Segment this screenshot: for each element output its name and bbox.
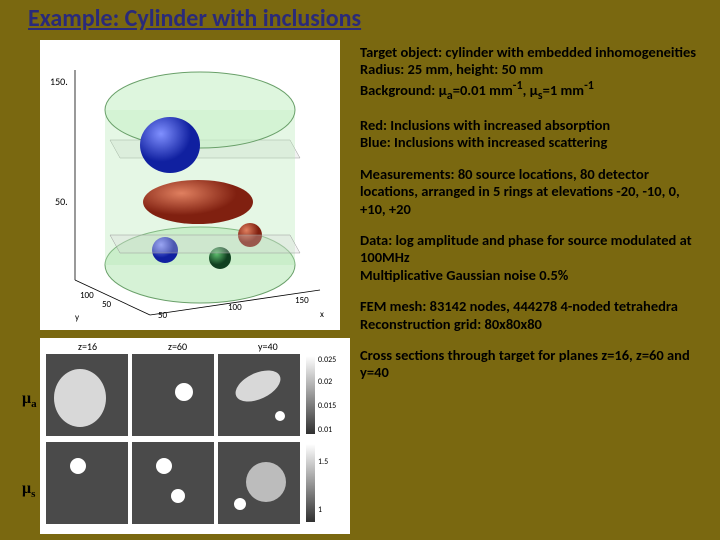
para-crosssection: Cross sections through target for planes… — [360, 347, 708, 382]
svg-text:0.025: 0.025 — [318, 355, 336, 365]
figure-cross-sections: z=16 z=60 y=40 0.025 0.02 0.015 0.01 — [40, 338, 350, 534]
svg-text:y: y — [75, 312, 80, 323]
sphere-blue-large — [140, 117, 200, 173]
panel-row-ma: 0.025 0.02 0.015 0.01 — [46, 354, 336, 436]
sphere-red-ellipse — [143, 180, 253, 224]
mu-a-label: μa — [22, 390, 37, 410]
target-line3: Background: μa=0.01 mm-1, μs=1 mm-1 — [360, 81, 594, 99]
svg-text:100: 100 — [228, 302, 242, 313]
para-fem: FEM mesh: 83142 nodes, 444278 4-noded te… — [360, 298, 708, 333]
description-text: Target object: cylinder with embedded in… — [360, 44, 708, 396]
para-data: Data: log amplitude and phase for source… — [360, 232, 708, 284]
mu-s-label: μs — [22, 480, 35, 500]
z-tick-50: 50. — [55, 195, 68, 208]
svg-text:50: 50 — [158, 310, 168, 321]
target-line2: Radius: 25 mm, height: 50 mm — [360, 60, 543, 78]
svg-text:x: x — [320, 309, 324, 320]
figure-3d-cylinder: 150. 50. 50 100 150 x 50 100 y — [40, 40, 340, 330]
z-tick-150: 150. — [50, 75, 68, 88]
svg-text:150: 150 — [295, 295, 309, 306]
svg-text:0.01: 0.01 — [318, 425, 332, 435]
svg-text:1.5: 1.5 — [318, 457, 328, 467]
para-target: Target object: cylinder with embedded in… — [360, 44, 708, 103]
svg-text:100: 100 — [80, 290, 94, 301]
svg-text:0.02: 0.02 — [318, 377, 332, 387]
col-label-1: z=16 — [78, 340, 97, 353]
svg-text:1: 1 — [318, 505, 322, 515]
svg-text:0.015: 0.015 — [318, 401, 336, 411]
col-label-2: z=60 — [168, 340, 187, 353]
svg-text:50: 50 — [102, 299, 112, 310]
slide-title: Example: Cylinder with inclusions — [28, 4, 361, 33]
para-measurements: Measurements: 80 source locations, 80 de… — [360, 166, 708, 218]
target-line1: Target object: cylinder with embedded in… — [360, 43, 696, 61]
para-inclusions: Red: Inclusions with increased absorptio… — [360, 117, 708, 152]
col-label-3: y=40 — [258, 340, 278, 353]
panel-row-ms: 1.5 1 — [46, 442, 328, 524]
